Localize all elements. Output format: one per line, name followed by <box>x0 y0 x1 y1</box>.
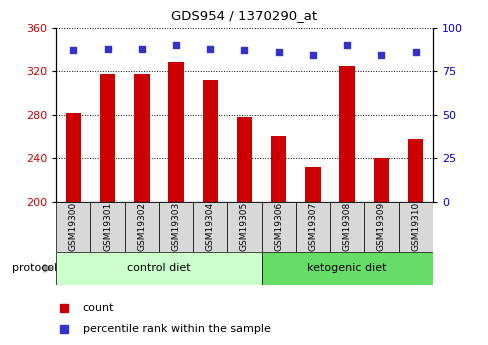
Text: GSM19303: GSM19303 <box>171 202 180 252</box>
Bar <box>159 202 193 252</box>
Bar <box>407 139 423 345</box>
Text: protocol: protocol <box>12 264 58 273</box>
Text: count: count <box>82 303 114 313</box>
Bar <box>193 202 227 252</box>
Point <box>240 48 248 53</box>
Text: GSM19309: GSM19309 <box>376 202 385 252</box>
Text: GSM19302: GSM19302 <box>137 202 146 252</box>
Bar <box>56 202 90 252</box>
Bar <box>227 202 261 252</box>
Text: GSM19301: GSM19301 <box>103 202 112 252</box>
Text: GSM19304: GSM19304 <box>205 202 214 252</box>
Point <box>69 48 77 53</box>
Bar <box>295 202 329 252</box>
Bar <box>373 158 388 345</box>
Text: GSM19306: GSM19306 <box>274 202 283 252</box>
Bar <box>261 202 295 252</box>
Point <box>206 46 214 51</box>
Bar <box>202 80 218 345</box>
Point <box>274 49 282 55</box>
Bar <box>305 167 320 345</box>
Point <box>172 42 180 48</box>
Text: GSM19308: GSM19308 <box>342 202 351 252</box>
Bar <box>65 112 81 345</box>
Text: GSM19307: GSM19307 <box>308 202 317 252</box>
Point <box>308 53 316 58</box>
Point <box>377 53 385 58</box>
Bar <box>329 202 364 252</box>
Bar <box>90 202 124 252</box>
Bar <box>236 117 252 345</box>
Bar <box>364 202 398 252</box>
Bar <box>270 137 286 345</box>
Text: GSM19310: GSM19310 <box>410 202 419 252</box>
Point <box>103 46 111 51</box>
Bar <box>124 202 159 252</box>
Text: ketogenic diet: ketogenic diet <box>307 263 386 273</box>
Bar <box>168 62 183 345</box>
Text: percentile rank within the sample: percentile rank within the sample <box>82 324 270 334</box>
Text: GSM19305: GSM19305 <box>240 202 248 252</box>
Bar <box>261 252 432 285</box>
Point <box>411 49 419 55</box>
Point <box>138 46 145 51</box>
Bar <box>339 66 354 345</box>
Bar <box>56 252 261 285</box>
Text: control diet: control diet <box>127 263 190 273</box>
Bar <box>100 75 115 345</box>
Bar <box>134 75 149 345</box>
Bar <box>398 202 432 252</box>
Point <box>343 42 350 48</box>
Text: GDS954 / 1370290_at: GDS954 / 1370290_at <box>171 9 317 22</box>
Text: GSM19300: GSM19300 <box>69 202 78 252</box>
